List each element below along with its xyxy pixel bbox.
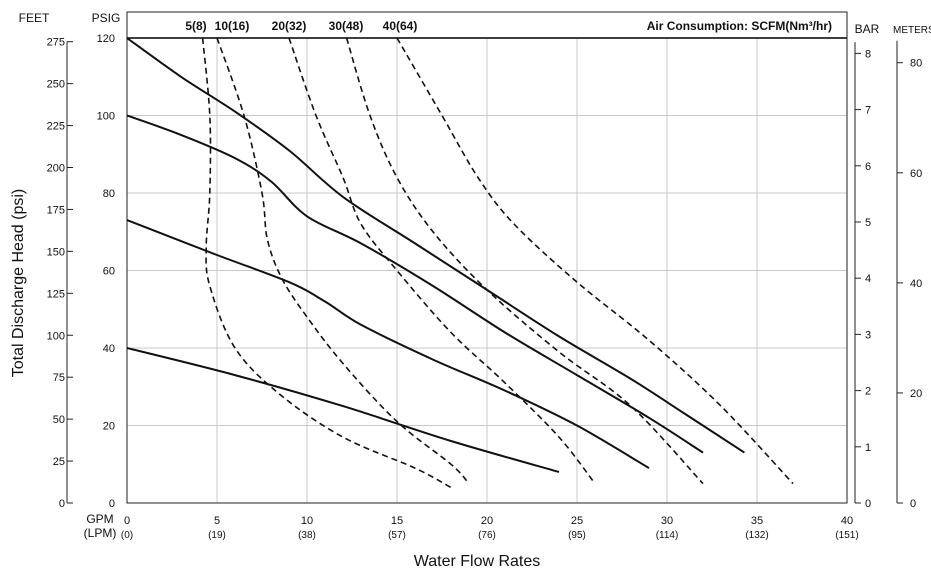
x-tick-label: 0	[124, 515, 130, 527]
psig-tick-label: 80	[103, 188, 115, 200]
x-tick-label-secondary: (38)	[298, 530, 316, 541]
feet-tick-label: 275	[47, 37, 65, 49]
x-tick-label-secondary: (114)	[656, 530, 679, 541]
curves	[126, 37, 794, 489]
feet-tick-label: 250	[47, 79, 65, 91]
x-tick-label-secondary: (132)	[745, 530, 768, 541]
air-consumption-curve-label: 20(32)	[272, 19, 307, 33]
x-tick-label: 30	[661, 515, 673, 527]
meters-tick-label: 60	[910, 168, 922, 180]
pump-performance-curve	[126, 347, 560, 473]
pump-performance-curve	[126, 114, 704, 454]
bar-tick-label: 5	[865, 217, 871, 229]
feet-tick-label: 125	[47, 288, 65, 300]
meters-tick-label: 20	[910, 388, 922, 400]
feet-tick-label: 25	[53, 456, 65, 468]
x-tick-label-secondary: (151)	[835, 530, 858, 541]
pump-performance-curve	[126, 219, 650, 469]
grid	[127, 38, 847, 503]
feet-tick-label: 150	[47, 246, 65, 258]
air-consumption-curve-label: 40(64)	[383, 19, 418, 33]
psig-unit-label: PSIG	[92, 11, 121, 25]
air-consumption-curve	[216, 37, 470, 485]
air-consumption-curve-label: 10(16)	[215, 19, 250, 33]
feet-tick-label: 225	[47, 121, 65, 133]
x-tick-label: 25	[571, 515, 583, 527]
air-consumption-curve	[345, 37, 704, 485]
x-tick-label: 10	[301, 515, 313, 527]
bar-tick-label: 4	[865, 273, 871, 285]
pump-performance-curve	[126, 37, 745, 454]
bar-tick-label: 2	[865, 386, 871, 398]
psig-tick-label: 20	[103, 421, 115, 433]
x-tick-label: 20	[481, 515, 493, 527]
meters-unit-label: METERS	[893, 25, 931, 36]
air-consumption-curve	[396, 37, 794, 485]
gpm-unit-label: GPM	[86, 512, 113, 526]
x-tick-label-secondary: (19)	[208, 530, 226, 541]
lpm-unit-label: (LPM)	[84, 526, 117, 540]
x-tick-label: 40	[841, 515, 853, 527]
psig-tick-label: 120	[97, 33, 115, 45]
x-tick-label: 15	[391, 515, 403, 527]
feet-tick-label: 200	[47, 163, 65, 175]
bar-tick-label: 0	[865, 498, 871, 510]
labels: Water Flow Rates Total Discharge Head (p…	[10, 11, 931, 570]
psig-tick-label: 40	[103, 343, 115, 355]
x-axis-label: Water Flow Rates	[414, 553, 541, 570]
air-consumption-curve	[201, 37, 452, 489]
feet-tick-label: 175	[47, 204, 65, 216]
psig-tick-label: 0	[109, 498, 115, 510]
air-consumption-curve-label: 5(8)	[185, 19, 206, 33]
meters-tick-label: 0	[910, 498, 916, 510]
feet-tick-label: 0	[59, 498, 65, 510]
meters-tick-label: 40	[910, 278, 922, 290]
bar-tick-label: 8	[865, 48, 871, 60]
plot-frame	[126, 11, 848, 504]
y-axis-label: Total Discharge Head (psi)	[10, 189, 27, 378]
air-consumption-curve-label: 30(48)	[329, 19, 364, 33]
air-consumption-curve	[288, 37, 596, 485]
plot-border	[126, 11, 848, 504]
x-tick-label: 5	[214, 515, 220, 527]
air-consumption-label: Air Consumption: SCFM(Nm³/hr)	[647, 19, 832, 33]
bar-unit-label: BAR	[855, 22, 880, 36]
meters-tick-label: 80	[910, 58, 922, 70]
x-tick-label-secondary: (95)	[568, 530, 586, 541]
x-tick-label-secondary: (76)	[478, 530, 496, 541]
x-tick-label-secondary: (57)	[388, 530, 406, 541]
feet-tick-label: 50	[53, 414, 65, 426]
bar-tick-label: 1	[865, 442, 871, 454]
feet-unit-label: FEET	[19, 11, 50, 25]
psig-tick-label: 100	[97, 111, 115, 123]
psig-tick-label: 60	[103, 266, 115, 278]
x-tick-label: 35	[751, 515, 763, 527]
bar-tick-label: 6	[865, 161, 871, 173]
feet-tick-label: 75	[53, 372, 65, 384]
axes: 0255075100125150175200225250275020406080…	[47, 19, 923, 541]
bar-tick-label: 3	[865, 329, 871, 341]
x-tick-label-secondary: (0)	[121, 530, 133, 541]
feet-tick-label: 100	[47, 330, 65, 342]
bar-tick-label: 7	[865, 105, 871, 117]
